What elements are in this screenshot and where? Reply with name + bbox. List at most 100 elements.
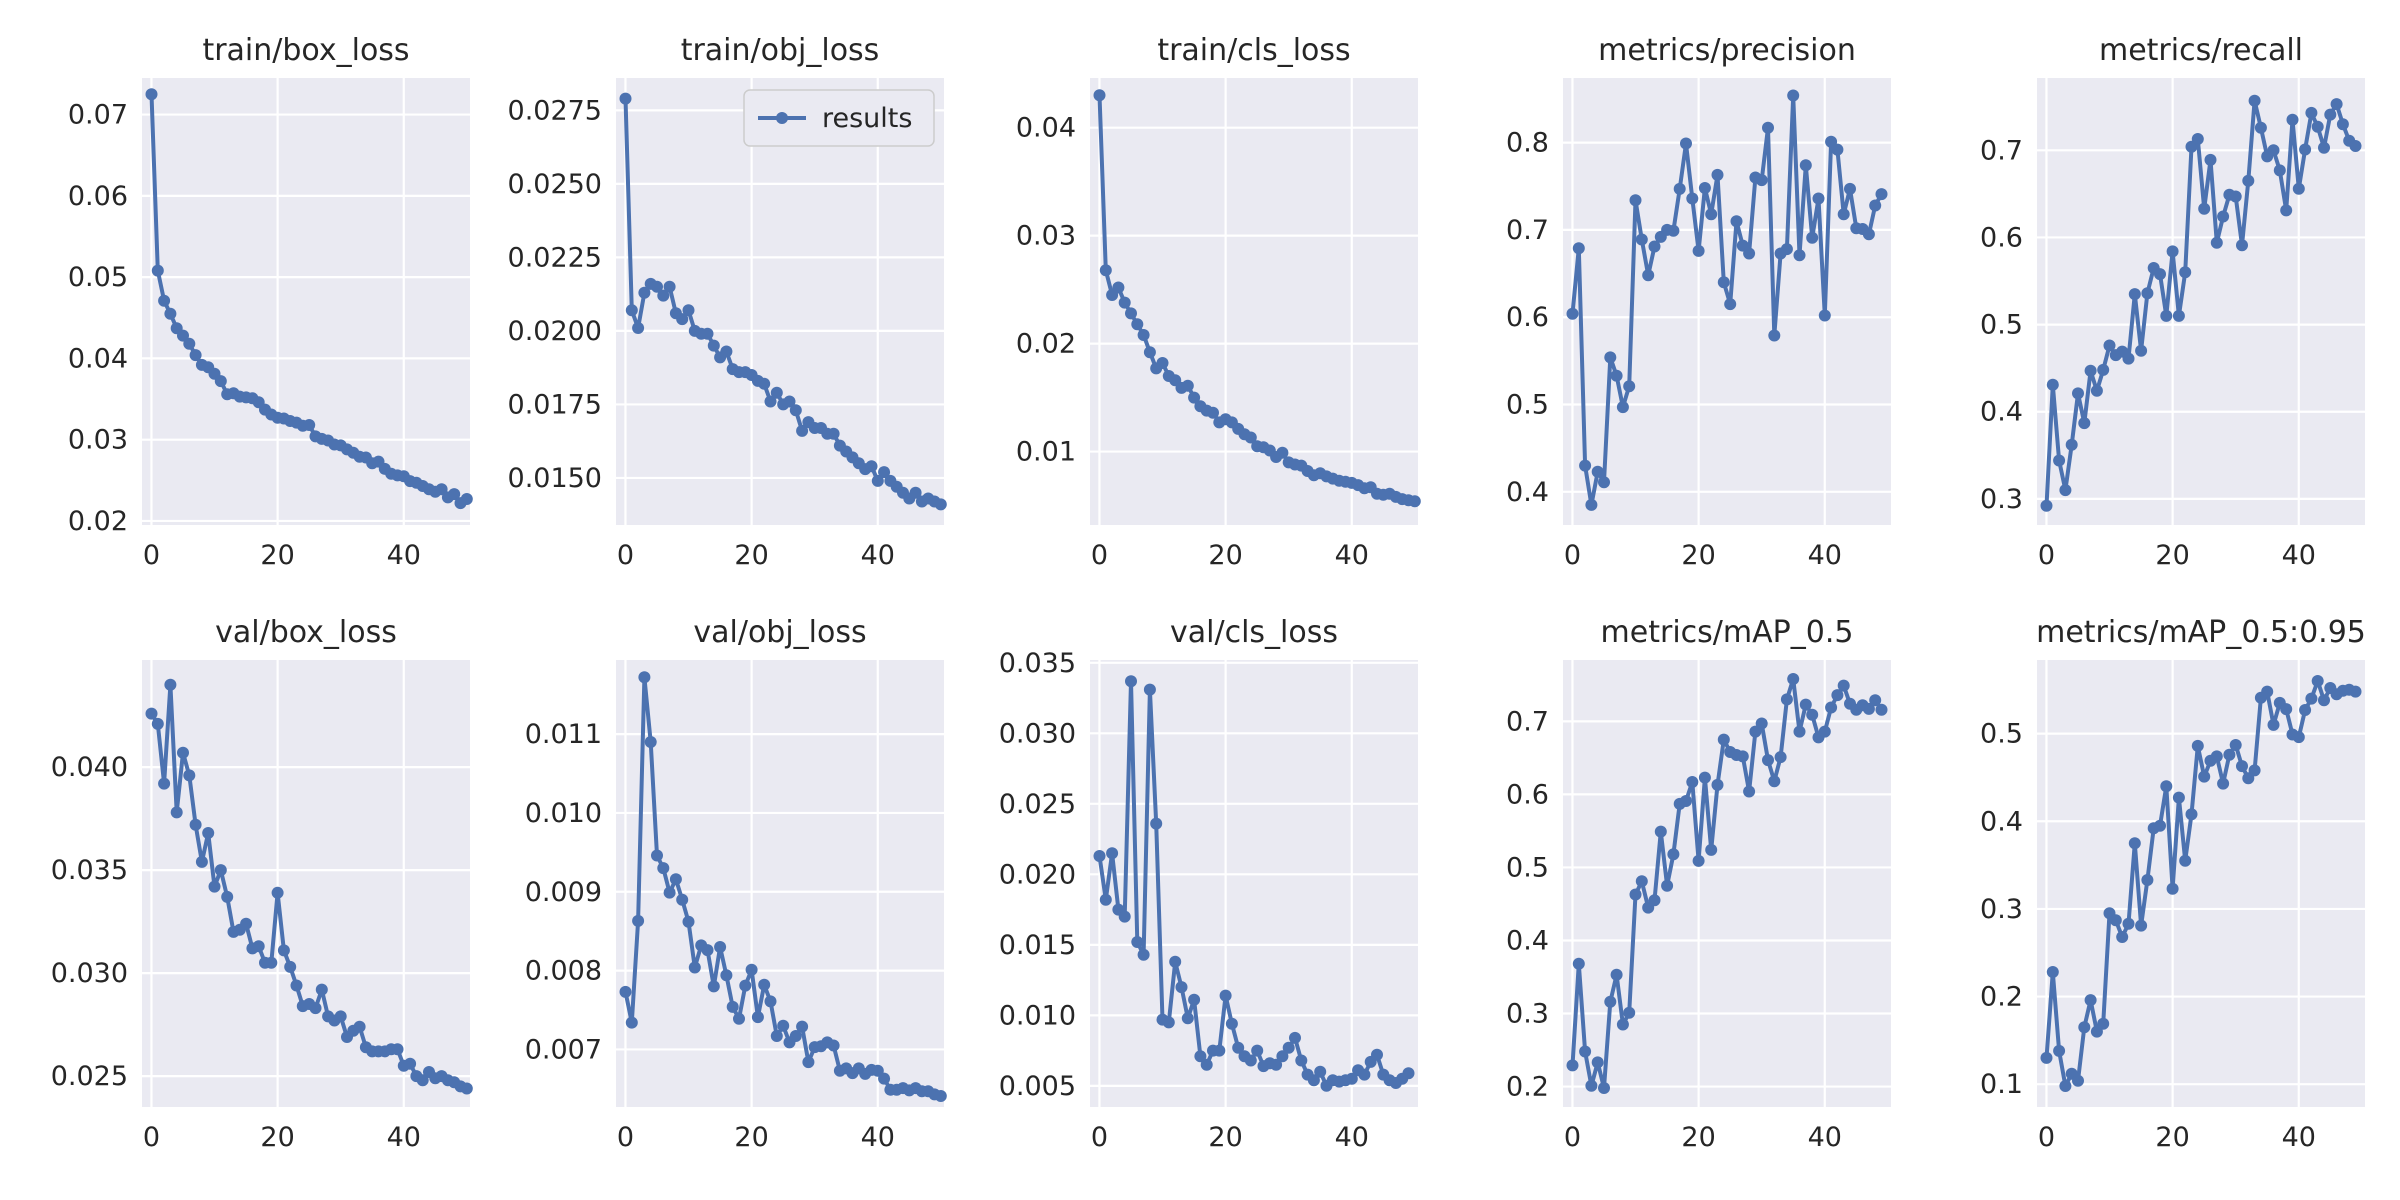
- data-point: [638, 286, 651, 299]
- data-point: [1686, 776, 1699, 788]
- data-point: [214, 375, 227, 388]
- x-tick-label: 40: [1808, 540, 1842, 571]
- data-point: [416, 1074, 429, 1087]
- data-point: [1787, 673, 1800, 685]
- y-tick-label: 0.010: [525, 798, 602, 829]
- x-tick-label: 40: [387, 540, 421, 571]
- data-point: [2292, 731, 2305, 744]
- data-point: [1598, 1082, 1610, 1094]
- y-tick-label: 0.0175: [508, 389, 602, 420]
- data-point: [1812, 192, 1825, 205]
- data-point: [1648, 240, 1661, 253]
- data-point: [1118, 910, 1131, 923]
- data-point: [1169, 955, 1182, 968]
- data-point: [1579, 1045, 1592, 1058]
- data-point: [1837, 679, 1850, 692]
- data-point: [1755, 174, 1768, 187]
- x-tick-label: 20: [2155, 1122, 2189, 1153]
- subplot-2: 0 20 40 0.0150 0.0175 0.0200 0.0225 0.0250 0.027…: [508, 33, 947, 571]
- data-point: [2292, 182, 2305, 195]
- data-point: [2040, 1051, 2053, 1064]
- data-point: [1402, 1067, 1415, 1080]
- data-point: [1869, 694, 1882, 707]
- y-tick-label: 0.005: [999, 1071, 1076, 1102]
- data-point: [2318, 694, 2330, 707]
- data-point: [2072, 387, 2084, 400]
- data-point: [2135, 344, 2148, 357]
- data-point: [909, 486, 922, 499]
- data-point: [2160, 309, 2173, 322]
- data-point: [404, 1057, 417, 1070]
- data-point: [1623, 1006, 1636, 1019]
- data-point: [2236, 760, 2248, 773]
- y-tick-label: 0.040: [51, 752, 128, 783]
- data-point: [290, 979, 303, 992]
- data-point: [1610, 968, 1623, 981]
- x-tick-label: 20: [1208, 1122, 1242, 1153]
- data-point: [739, 979, 752, 992]
- data-point: [202, 827, 215, 839]
- y-tick-label: 0.06: [68, 181, 128, 212]
- data-point: [2046, 378, 2059, 391]
- x-tick-label: 20: [1208, 540, 1242, 571]
- data-point: [720, 969, 733, 982]
- data-point: [1137, 948, 1150, 961]
- data-point: [1762, 754, 1774, 767]
- data-point: [733, 1012, 745, 1025]
- data-point: [151, 264, 164, 277]
- y-tick-label: 0.03: [1016, 221, 1076, 252]
- data-point: [2046, 966, 2059, 978]
- y-tick-label: 0.008: [525, 956, 602, 987]
- plot-area: [2037, 78, 2365, 525]
- y-tick-label: 0.0225: [508, 242, 602, 273]
- data-point: [745, 963, 758, 976]
- data-point: [1143, 346, 1156, 359]
- data-point: [1654, 825, 1667, 838]
- y-tick-label: 0.2: [1980, 982, 2023, 1013]
- data-point: [189, 818, 202, 831]
- data-point: [1629, 194, 1642, 207]
- data-point: [1585, 498, 1598, 511]
- subplot-title: metrics/mAP_0.5:0.95: [2036, 615, 2366, 650]
- data-point: [2267, 144, 2280, 157]
- data-point: [1175, 981, 1188, 994]
- data-point: [1705, 843, 1718, 856]
- data-point: [2141, 287, 2154, 300]
- data-point: [663, 886, 676, 899]
- data-point: [2198, 202, 2211, 215]
- subplot-title: train/obj_loss: [681, 33, 880, 68]
- data-point: [448, 488, 461, 501]
- data-point: [151, 717, 164, 730]
- data-point: [1642, 269, 1655, 282]
- data-point: [240, 917, 253, 930]
- x-tick-label: 20: [2155, 540, 2189, 571]
- data-point: [796, 424, 809, 437]
- data-point: [1188, 993, 1201, 1006]
- y-tick-label: 0.5: [1506, 390, 1549, 421]
- data-point: [1787, 89, 1800, 102]
- data-point: [2128, 288, 2141, 301]
- data-point: [177, 746, 189, 759]
- data-point: [1743, 247, 1756, 260]
- data-point: [632, 322, 645, 334]
- x-tick-label: 0: [1564, 540, 1581, 571]
- data-point: [1686, 192, 1699, 205]
- y-tick-label: 0.0250: [508, 169, 602, 200]
- data-point: [221, 890, 234, 903]
- x-tick-label: 20: [1681, 540, 1715, 571]
- y-tick-label: 0.025: [51, 1061, 128, 1092]
- legend: results: [743, 89, 935, 147]
- data-point: [2065, 438, 2078, 451]
- data-point: [1799, 698, 1812, 711]
- y-tick-label: 0.02: [68, 506, 128, 537]
- y-tick-label: 0.05: [68, 262, 128, 293]
- data-point: [460, 493, 473, 505]
- y-tick-label: 0.5: [1506, 852, 1549, 883]
- data-point: [770, 1030, 783, 1042]
- data-point: [1698, 771, 1711, 784]
- data-point: [1295, 1054, 1308, 1067]
- data-point: [1667, 224, 1680, 237]
- data-point: [770, 386, 783, 399]
- data-point: [1755, 717, 1768, 730]
- data-point: [1213, 1044, 1226, 1057]
